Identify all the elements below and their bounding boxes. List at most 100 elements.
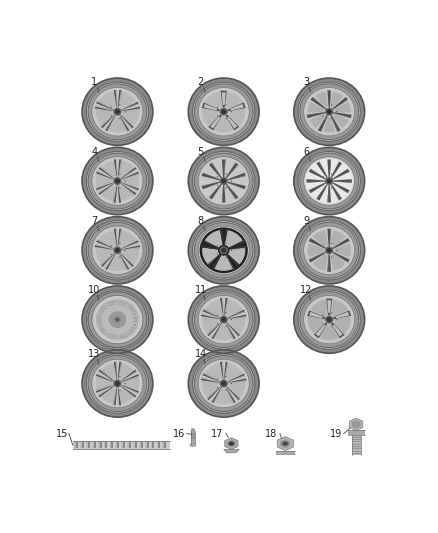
Ellipse shape xyxy=(111,176,112,177)
Bar xyxy=(133,442,137,448)
Polygon shape xyxy=(204,239,220,248)
Polygon shape xyxy=(327,229,331,246)
Ellipse shape xyxy=(336,111,337,112)
Ellipse shape xyxy=(113,177,122,185)
Polygon shape xyxy=(120,115,130,131)
Ellipse shape xyxy=(119,187,120,189)
Polygon shape xyxy=(331,161,342,178)
Polygon shape xyxy=(100,115,114,126)
Polygon shape xyxy=(333,317,351,334)
Polygon shape xyxy=(106,254,116,270)
Polygon shape xyxy=(228,317,247,319)
Polygon shape xyxy=(313,230,328,247)
Bar xyxy=(80,442,84,448)
Polygon shape xyxy=(108,255,127,271)
Bar xyxy=(139,442,141,448)
Polygon shape xyxy=(207,253,221,267)
Polygon shape xyxy=(277,437,293,450)
Bar xyxy=(104,442,106,448)
Polygon shape xyxy=(118,229,121,246)
Ellipse shape xyxy=(217,314,218,316)
Ellipse shape xyxy=(86,290,148,349)
Ellipse shape xyxy=(294,147,364,215)
Polygon shape xyxy=(333,171,350,180)
Polygon shape xyxy=(332,182,350,193)
Ellipse shape xyxy=(198,295,249,344)
Ellipse shape xyxy=(198,157,249,205)
Polygon shape xyxy=(114,388,117,405)
Bar xyxy=(151,442,155,448)
Ellipse shape xyxy=(119,104,120,106)
Polygon shape xyxy=(105,254,115,269)
Ellipse shape xyxy=(219,379,228,387)
Text: 1: 1 xyxy=(91,77,97,87)
Text: 11: 11 xyxy=(194,285,207,295)
Ellipse shape xyxy=(225,187,227,189)
Polygon shape xyxy=(334,102,351,112)
Polygon shape xyxy=(211,254,221,269)
Ellipse shape xyxy=(124,180,126,182)
Bar xyxy=(145,442,147,448)
Polygon shape xyxy=(96,174,112,188)
Polygon shape xyxy=(226,163,238,178)
Ellipse shape xyxy=(221,381,226,386)
Polygon shape xyxy=(95,106,113,111)
Polygon shape xyxy=(118,90,122,108)
Polygon shape xyxy=(228,378,247,383)
Polygon shape xyxy=(330,229,331,246)
Ellipse shape xyxy=(217,107,218,108)
Ellipse shape xyxy=(127,304,129,306)
Ellipse shape xyxy=(119,256,120,258)
Ellipse shape xyxy=(125,383,126,384)
Ellipse shape xyxy=(93,228,141,273)
Ellipse shape xyxy=(127,332,130,335)
Polygon shape xyxy=(307,244,324,257)
Polygon shape xyxy=(327,254,328,272)
Ellipse shape xyxy=(191,428,195,431)
Ellipse shape xyxy=(322,176,324,177)
Polygon shape xyxy=(202,173,220,179)
Polygon shape xyxy=(222,159,226,177)
Polygon shape xyxy=(226,164,238,178)
Polygon shape xyxy=(121,183,136,195)
Ellipse shape xyxy=(331,243,332,244)
Polygon shape xyxy=(202,247,219,264)
Ellipse shape xyxy=(322,115,324,117)
Polygon shape xyxy=(309,114,326,128)
Polygon shape xyxy=(98,183,113,193)
Ellipse shape xyxy=(193,82,255,141)
Polygon shape xyxy=(96,172,113,180)
Polygon shape xyxy=(333,179,352,183)
Ellipse shape xyxy=(92,359,143,408)
Ellipse shape xyxy=(231,383,232,384)
Polygon shape xyxy=(230,104,244,110)
Ellipse shape xyxy=(125,250,126,251)
Polygon shape xyxy=(225,438,238,449)
Ellipse shape xyxy=(336,111,338,112)
Polygon shape xyxy=(121,370,136,381)
Polygon shape xyxy=(214,325,233,340)
Bar xyxy=(133,442,135,448)
Ellipse shape xyxy=(294,286,364,353)
Ellipse shape xyxy=(99,313,101,315)
Polygon shape xyxy=(118,362,122,379)
Ellipse shape xyxy=(200,361,248,406)
Text: 2: 2 xyxy=(198,77,204,87)
Polygon shape xyxy=(207,253,220,265)
Polygon shape xyxy=(96,377,112,391)
Bar xyxy=(104,442,107,448)
Ellipse shape xyxy=(331,104,332,105)
Polygon shape xyxy=(309,252,325,260)
Polygon shape xyxy=(310,300,328,317)
Polygon shape xyxy=(101,161,117,177)
Polygon shape xyxy=(211,387,221,402)
Polygon shape xyxy=(310,238,326,248)
Text: 4: 4 xyxy=(91,147,97,157)
Ellipse shape xyxy=(188,147,259,215)
Ellipse shape xyxy=(110,184,112,186)
Polygon shape xyxy=(205,230,223,248)
Polygon shape xyxy=(327,185,331,203)
Ellipse shape xyxy=(198,359,249,408)
Polygon shape xyxy=(99,167,114,179)
Polygon shape xyxy=(309,182,326,193)
